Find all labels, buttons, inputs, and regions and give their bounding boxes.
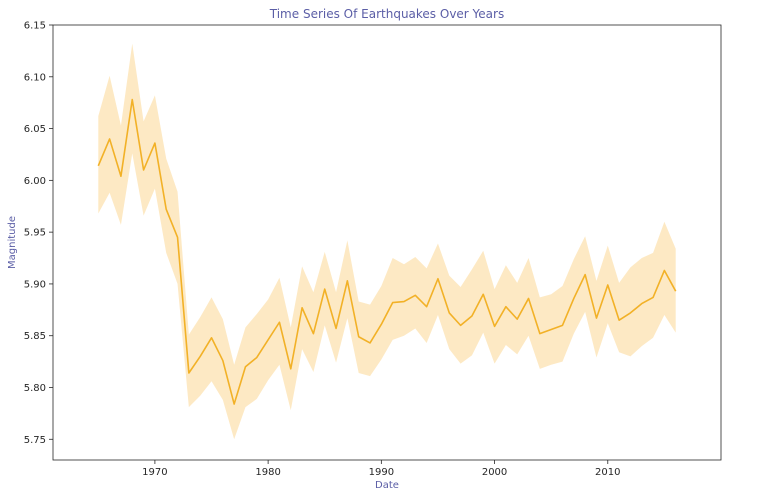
confidence-band-layer (98, 43, 676, 440)
confidence-band (98, 43, 676, 440)
x-axis: 1970 1980 1990 2000 2010 (142, 460, 621, 478)
series-line (97, 98, 677, 405)
x-tick-label: 2000 (482, 467, 507, 478)
y-tick-label: 5.85 (24, 331, 46, 342)
y-tick-label: 5.95 (24, 228, 46, 239)
y-tick-label: 5.75 (24, 435, 46, 446)
series-line-layer (97, 98, 677, 405)
x-tick-label: 1980 (255, 467, 280, 478)
y-tick-label: 6.10 (24, 72, 46, 83)
y-tick-label: 6.00 (24, 176, 46, 187)
y-axis-label: Magnitude (7, 216, 18, 269)
x-tick-label: 1970 (142, 467, 167, 478)
plot-frame (52, 24, 722, 461)
x-axis-label: Date (375, 480, 399, 491)
y-tick-label: 5.80 (24, 383, 46, 394)
x-tick-label: 2010 (595, 467, 620, 478)
y-tick-label: 6.05 (24, 124, 46, 135)
x-tick-label: 1990 (369, 467, 394, 478)
y-tick-label: 5.90 (24, 279, 46, 290)
chart-title: Time Series Of Earthquakes Over Years (269, 7, 504, 21)
y-axis: 5.75 5.80 5.85 5.90 5.95 6.00 6.05 6.10 6.15 (24, 21, 53, 446)
y-tick-label: 6.15 (24, 21, 46, 32)
